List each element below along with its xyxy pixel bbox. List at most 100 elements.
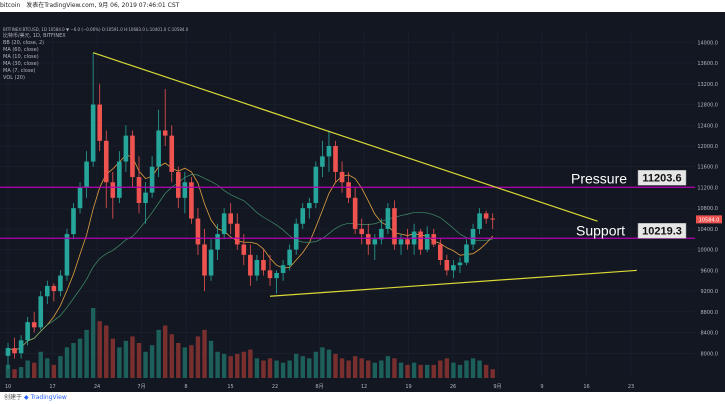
- volume-bar: [307, 358, 312, 378]
- volume-bar: [25, 360, 30, 378]
- x-tick-label: 8月: [315, 384, 323, 390]
- last-price-value: 10584.0: [699, 217, 720, 223]
- pressure-badge: [637, 170, 687, 186]
- candle-body: [202, 244, 207, 276]
- candle-body: [339, 171, 345, 183]
- volume-bar: [483, 364, 489, 378]
- candle-body: [215, 234, 220, 250]
- volume-bar: [176, 343, 181, 378]
- candle-body: [307, 203, 312, 209]
- chart-area[interactable]: 10 17 24 7月 8 15 22 8月 12 19 26 9月 9 16 23 8000.0 8400.0…: [0, 12, 725, 392]
- x-tick-label: 17: [49, 384, 55, 390]
- volume-bar: [274, 360, 279, 378]
- volume-bar: [45, 358, 50, 378]
- volume-bar: [392, 358, 397, 378]
- candle-body: [64, 234, 70, 276]
- candle-body: [97, 104, 102, 141]
- x-tick-label: 8: [184, 384, 187, 390]
- pressure-value: 11203.6: [642, 172, 681, 184]
- y-tick-label: 10000.0: [697, 248, 718, 254]
- x-tick-label: 10: [5, 384, 11, 390]
- volume-bar: [411, 362, 417, 378]
- volume-bar: [143, 351, 148, 378]
- volume-bar: [58, 356, 63, 378]
- candlestick-chart[interactable]: 10 17 24 7月 8 15 22 8月 12 19 26 9月 9 16 23 8000.0 8400.0…: [0, 12, 725, 392]
- volume-bar: [156, 329, 161, 378]
- candle-body: [444, 260, 450, 271]
- volume-bar: [418, 364, 423, 378]
- volume-bar: [228, 356, 233, 378]
- y-tick-label: 10800.0: [697, 206, 718, 212]
- volume-bar: [202, 329, 207, 378]
- volume-bar: [90, 308, 96, 378]
- volume-bar: [77, 338, 83, 378]
- candle-body: [483, 213, 489, 219]
- y-tick-label: 8400.0: [701, 331, 719, 337]
- y-tick-label: 12800.0: [697, 103, 718, 109]
- volume-bar: [425, 364, 430, 378]
- volume-bar: [12, 369, 17, 378]
- support-badge: [637, 223, 687, 239]
- support-label: Support: [576, 222, 625, 238]
- upper-trendline: [92, 52, 598, 222]
- volume-bar: [189, 345, 194, 378]
- candle-body: [176, 171, 181, 198]
- pressure-label: Pressure: [571, 170, 627, 186]
- y-tick-label: 13200.0: [697, 82, 718, 88]
- x-tick-label: 12: [361, 384, 367, 390]
- y-tick-label: 12400.0: [697, 123, 718, 129]
- candle-body: [326, 146, 332, 157]
- y-tick-label: 9200.0: [701, 289, 719, 295]
- volume-bar: [117, 347, 122, 378]
- legend-item: MA (60, close): [3, 47, 39, 53]
- volume-bar: [123, 340, 129, 378]
- volume-bar: [451, 362, 456, 378]
- candle-body: [18, 340, 24, 354]
- candle-body: [136, 177, 142, 203]
- y-tick-label: 8000.0: [701, 351, 719, 357]
- candle-body: [313, 166, 319, 203]
- volume-bar: [398, 362, 404, 378]
- candle-body: [182, 182, 188, 198]
- volume-bar: [320, 347, 325, 378]
- candle-body: [300, 208, 306, 224]
- volume-bar: [339, 358, 345, 378]
- ma-line: [7, 174, 493, 352]
- candle-body: [359, 228, 364, 235]
- volume-bar: [300, 356, 305, 378]
- candle-body: [287, 249, 292, 266]
- candle-body: [267, 270, 273, 279]
- footer-logo-text: TradingView: [30, 394, 67, 401]
- candle-body: [352, 197, 358, 229]
- x-tick-label: 9: [540, 384, 543, 390]
- volume-bar: [110, 338, 115, 378]
- candle-body: [162, 130, 168, 136]
- volume-bar: [208, 340, 214, 378]
- volume-bar: [32, 362, 37, 378]
- candle-body: [241, 244, 247, 255]
- volume-bar: [169, 334, 174, 378]
- x-tick-label: 7月: [137, 384, 145, 390]
- tradingview-logo-icon: ◆: [23, 394, 29, 401]
- volume-bar: [18, 367, 24, 378]
- volume-bar: [215, 351, 220, 378]
- volume-bar: [326, 349, 332, 378]
- candle-body: [470, 228, 476, 245]
- candle-body: [5, 348, 11, 356]
- volume-bar: [366, 360, 371, 378]
- candle-body: [372, 239, 378, 245]
- volume-bar: [182, 347, 188, 378]
- indicator-legend: BITFINEX:BTCUSD, 1D 10584.0 ▼ −6.0 (−0.0…: [3, 26, 188, 82]
- x-tick-label: 22: [272, 384, 278, 390]
- legend-item: MA (10, close): [3, 54, 39, 60]
- candle-body: [261, 260, 266, 271]
- candle-body: [464, 244, 469, 263]
- x-tick-label: 19: [405, 384, 411, 390]
- y-tick-label: 14000.0: [697, 40, 718, 46]
- volume-bar: [38, 351, 43, 378]
- candle-body: [293, 223, 299, 250]
- y-tick-label: 10400.0: [697, 227, 718, 233]
- candle-body: [228, 213, 233, 224]
- x-tick-label: 16: [583, 384, 589, 390]
- volume-bar: [104, 325, 109, 378]
